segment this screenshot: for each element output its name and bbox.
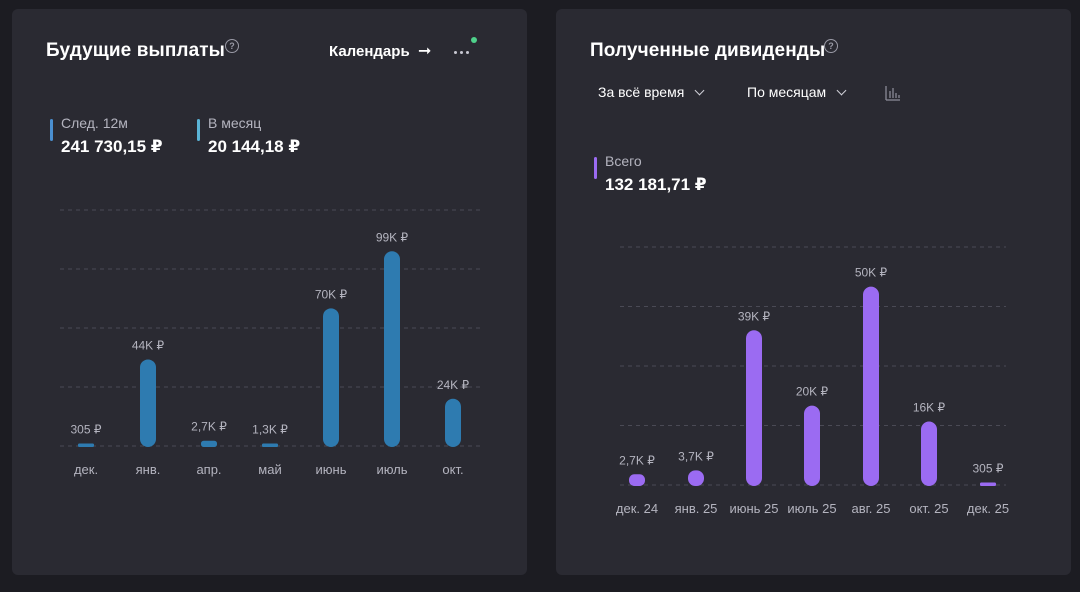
bar-value-label: 2,7K ₽ [191, 420, 227, 434]
future-payouts-title: Будущие выплаты [46, 40, 225, 61]
chart-bar [78, 443, 94, 447]
bar-value-label: 44K ₽ [132, 338, 165, 352]
stat-value: 20 144,18 ₽ [208, 137, 301, 156]
chart-bar [921, 421, 937, 486]
question-circle-icon[interactable]: ? [824, 39, 838, 53]
bar-value-label: 20K ₽ [796, 385, 829, 399]
x-axis-label: янв. [136, 462, 161, 477]
arrow-right-icon[interactable]: ➞ [418, 43, 432, 60]
chart-bar [804, 405, 820, 486]
chart-bar [688, 470, 704, 486]
x-axis-label: окт. [442, 462, 463, 477]
bar-value-label: 99K ₽ [376, 230, 409, 244]
received-dividends-card: Полученные дивиденды ? За всё время По м… [556, 9, 1071, 575]
x-axis-label: янв. 25 [675, 501, 718, 516]
chart-bar [323, 308, 339, 447]
notification-dot [471, 37, 477, 43]
stat-color-bar [197, 119, 200, 141]
x-axis-label: июль 25 [787, 501, 836, 516]
chart-bar [262, 443, 278, 447]
period-dropdown[interactable]: За всё время [598, 84, 705, 100]
bar-value-label: 16K ₽ [913, 401, 946, 415]
stat-color-bar [594, 157, 597, 179]
bar-value-label: 24K ₽ [437, 378, 470, 392]
period-dropdown-label: За всё время [598, 84, 685, 100]
grouping-dropdown[interactable]: По месяцам [747, 84, 847, 100]
bar-chart-icon[interactable] [885, 85, 901, 101]
chart-bar [140, 359, 156, 447]
chart-bar [746, 330, 762, 486]
chart-bar [629, 474, 645, 486]
received-dividends-title: Полученные дивиденды [590, 40, 826, 61]
chart-bar [445, 398, 461, 447]
calendar-link[interactable]: Календарь [329, 43, 410, 60]
x-axis-label: дек. [74, 462, 98, 477]
x-axis-label: дек. 24 [616, 501, 658, 516]
x-axis-label: окт. 25 [909, 501, 948, 516]
bar-value-label: 2,7K ₽ [619, 453, 655, 467]
x-axis-label: май [258, 462, 281, 477]
chart-bar [980, 482, 996, 486]
bar-value-label: 39K ₽ [738, 309, 771, 323]
x-axis-label: авг. 25 [852, 501, 891, 516]
bar-value-label: 3,7K ₽ [678, 449, 714, 463]
chart-bar [863, 286, 879, 486]
bar-value-label: 305 ₽ [973, 462, 1004, 476]
bar-value-label: 70K ₽ [315, 287, 348, 301]
stat-color-bar [50, 119, 53, 141]
stat-label: Всего [605, 153, 642, 169]
x-axis-label: июнь 25 [729, 501, 778, 516]
future-payouts-chart: 305 ₽ дек. 44K ₽ янв. 2,7K ₽ апр. 1,3K ₽ май 70K… [60, 209, 480, 477]
bar-value-label: 1,3K ₽ [252, 422, 288, 436]
chart-bar [201, 440, 217, 447]
more-horizontal-icon[interactable] [453, 47, 473, 57]
x-axis-label: апр. [196, 462, 221, 477]
question-circle-icon[interactable]: ? [225, 39, 239, 53]
stat-value: 132 181,71 ₽ [605, 175, 707, 194]
stat-value: 241 730,15 ₽ [61, 137, 163, 156]
grouping-dropdown-label: По месяцам [747, 84, 827, 100]
stat-label: След. 12м [61, 115, 128, 131]
future-payouts-card: Будущие выплаты ? Календарь ➞ След. 12м … [12, 9, 527, 575]
x-axis-label: июль [376, 462, 407, 477]
bar-value-label: 50K ₽ [855, 266, 888, 280]
chart-bar [384, 251, 400, 447]
received-dividends-chart: 2,7K ₽ дек. 24 3,7K ₽ янв. 25 39K ₽ июнь 25 20… [616, 246, 1009, 516]
bar-value-label: 305 ₽ [71, 423, 102, 437]
stat-label: В месяц [208, 115, 262, 131]
x-axis-label: июнь [316, 462, 347, 477]
x-axis-label: дек. 25 [967, 501, 1009, 516]
